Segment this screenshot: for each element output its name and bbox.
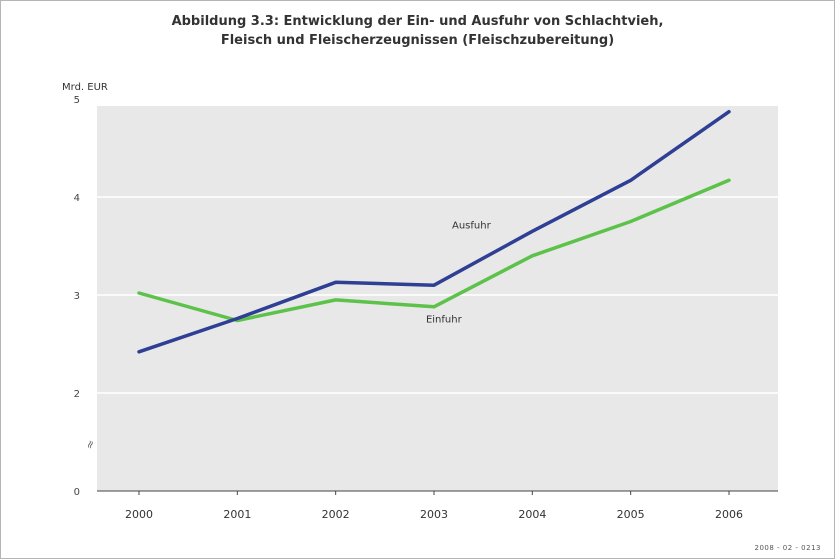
y-tick-label: 0 — [74, 487, 80, 498]
series-label-einfuhr: Einfuhr — [426, 314, 463, 325]
chart-title: Abbildung 3.3: Entwicklung der Ein- und … — [0, 12, 835, 50]
series-line-ausfuhr — [137, 109, 731, 354]
x-tick-label: 2002 — [322, 508, 350, 521]
y-axis-label: Mrd. EUR — [62, 82, 108, 93]
x-tick-label: 2005 — [617, 508, 645, 521]
y-tick-label: 2 — [74, 389, 80, 400]
series-label-ausfuhr: Ausfuhr — [452, 220, 492, 231]
chart-title-line-1: Abbildung 3.3: Entwicklung der Ein- und … — [171, 14, 664, 29]
y-axis-break-symbol: ≈ — [83, 438, 98, 451]
y-tick-label: 5 — [74, 95, 80, 106]
y-tick-label: 3 — [74, 291, 80, 302]
x-tick-label: 2006 — [715, 508, 743, 521]
y-tick-label: 4 — [74, 193, 80, 204]
plot-area — [97, 106, 778, 491]
x-tick-label: 2004 — [518, 508, 546, 521]
series-line-einfuhr — [137, 178, 731, 323]
chart-footnote: 2008 - 02 - 0213 — [754, 544, 821, 552]
x-tick-label: 2001 — [223, 508, 251, 521]
x-tick-label: 2003 — [420, 508, 448, 521]
chart-title-line-2: Fleisch und Fleischerzeugnissen (Fleisch… — [220, 33, 615, 48]
x-tick-label: 2000 — [125, 508, 153, 521]
